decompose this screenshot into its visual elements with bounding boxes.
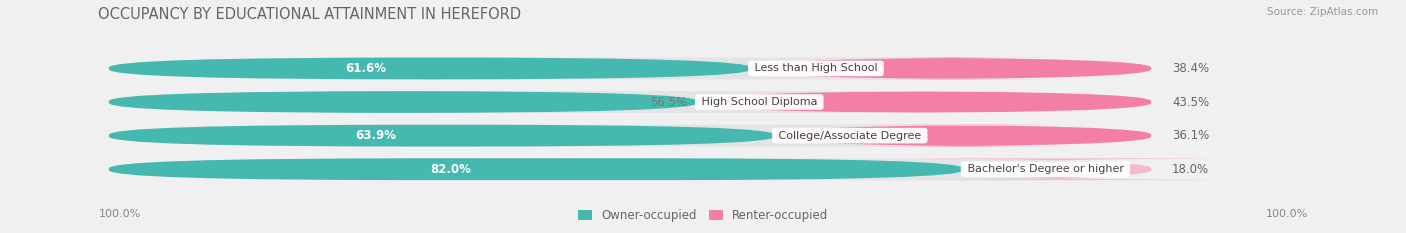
Text: Bachelor's Degree or higher: Bachelor's Degree or higher: [963, 164, 1128, 174]
FancyBboxPatch shape: [697, 91, 1152, 113]
Text: 100.0%: 100.0%: [98, 209, 141, 219]
Text: Less than High School: Less than High School: [751, 63, 882, 73]
FancyBboxPatch shape: [751, 58, 1152, 79]
FancyBboxPatch shape: [108, 125, 1152, 147]
Text: 38.4%: 38.4%: [1173, 62, 1209, 75]
Text: Source: ZipAtlas.com: Source: ZipAtlas.com: [1267, 7, 1378, 17]
Text: 43.5%: 43.5%: [1173, 96, 1209, 109]
Text: 100.0%: 100.0%: [1265, 209, 1308, 219]
Text: 18.0%: 18.0%: [1173, 163, 1209, 176]
Legend: Owner-occupied, Renter-occupied: Owner-occupied, Renter-occupied: [572, 205, 834, 227]
FancyBboxPatch shape: [108, 125, 775, 147]
FancyBboxPatch shape: [108, 91, 1152, 113]
Text: 63.9%: 63.9%: [354, 129, 395, 142]
FancyBboxPatch shape: [775, 125, 1152, 147]
FancyBboxPatch shape: [108, 158, 963, 180]
FancyBboxPatch shape: [838, 158, 1277, 180]
FancyBboxPatch shape: [108, 91, 697, 113]
FancyBboxPatch shape: [108, 58, 751, 79]
Text: High School Diploma: High School Diploma: [697, 97, 821, 107]
Text: 56.5%: 56.5%: [650, 96, 688, 109]
Text: 61.6%: 61.6%: [346, 62, 387, 75]
Text: 36.1%: 36.1%: [1173, 129, 1209, 142]
Text: College/Associate Degree: College/Associate Degree: [775, 131, 925, 141]
FancyBboxPatch shape: [108, 58, 1152, 79]
FancyBboxPatch shape: [108, 158, 1152, 180]
Text: 82.0%: 82.0%: [430, 163, 471, 176]
Text: OCCUPANCY BY EDUCATIONAL ATTAINMENT IN HEREFORD: OCCUPANCY BY EDUCATIONAL ATTAINMENT IN H…: [98, 7, 522, 22]
